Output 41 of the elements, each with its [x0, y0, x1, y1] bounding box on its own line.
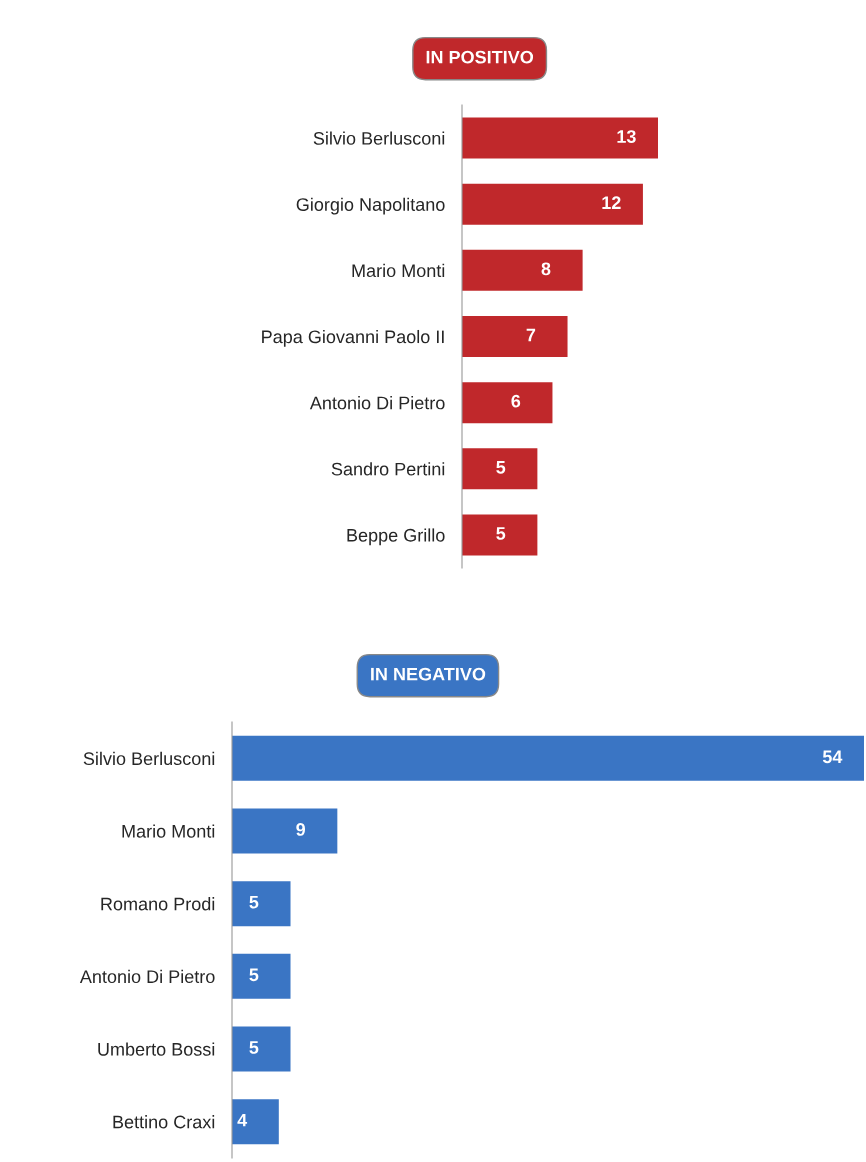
data-label: 12	[602, 196, 621, 209]
y-tick-label: Silvio Berlusconi	[83, 751, 215, 766]
bar	[232, 1026, 291, 1072]
bar	[462, 382, 553, 424]
bar	[462, 514, 538, 556]
bar	[232, 953, 291, 999]
y-tick-label: Antonio Di Pietro	[79, 969, 215, 984]
y-tick-label: Bettino Craxi	[113, 1115, 215, 1129]
chart-title: IN POSITIVO	[426, 50, 534, 64]
data-label: 8	[541, 262, 551, 276]
bar	[462, 117, 658, 159]
data-label: 4	[237, 1113, 248, 1127]
data-label: 6	[511, 394, 521, 408]
y-tick-label: Beppe Grillo	[347, 528, 445, 546]
data-label: 5	[496, 527, 506, 540]
data-label: 5	[249, 895, 259, 909]
y-tick-label: Papa Giovanni Paolo II	[262, 329, 444, 347]
data-label: 5	[496, 461, 506, 474]
data-label: 9	[296, 823, 306, 836]
y-tick-label: Umberto Bossi	[98, 1042, 215, 1056]
y-tick-label: Romano Prodi	[101, 897, 215, 911]
chart-title: IN NEGATIVO	[371, 667, 486, 681]
bar	[462, 249, 583, 291]
bar	[232, 808, 338, 854]
y-tick-label: Silvio Berlusconi	[313, 131, 445, 145]
data-label: 7	[526, 328, 536, 342]
y-tick-label: Mario Monti	[122, 824, 215, 838]
bar	[232, 1099, 279, 1145]
bar	[232, 735, 864, 781]
y-tick-label: Mario Monti	[352, 263, 445, 278]
bar	[462, 183, 643, 225]
y-tick-label: Sandro Pertini	[331, 462, 445, 476]
bar	[462, 448, 538, 490]
bar	[232, 881, 291, 927]
data-label: 5	[249, 968, 259, 982]
data-label: 13	[617, 130, 636, 143]
y-tick-label: Giorgio Napolitano	[296, 197, 445, 215]
bar	[462, 316, 568, 357]
y-tick-label: Antonio Di Pietro	[309, 396, 445, 410]
data-label: 5	[249, 1041, 259, 1054]
data-label: 54	[822, 750, 843, 764]
